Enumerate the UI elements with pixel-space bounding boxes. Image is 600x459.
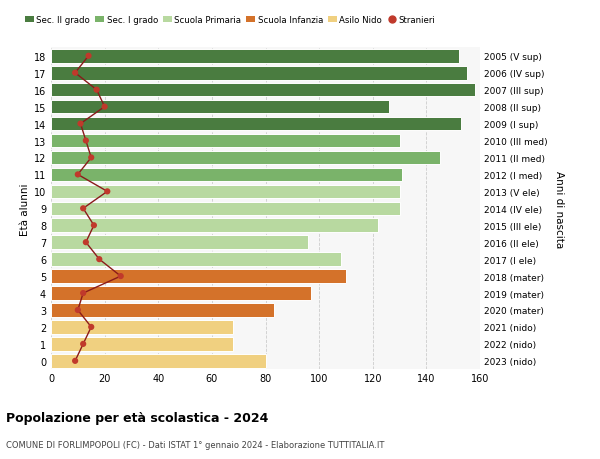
Bar bbox=[51, 84, 475, 97]
Bar bbox=[51, 185, 400, 199]
Point bbox=[81, 239, 91, 246]
Bar bbox=[51, 303, 274, 317]
Point bbox=[94, 256, 104, 263]
Text: Popolazione per età scolastica - 2024: Popolazione per età scolastica - 2024 bbox=[6, 411, 268, 424]
Y-axis label: Età alunni: Età alunni bbox=[20, 183, 29, 235]
Point bbox=[76, 121, 85, 128]
Point bbox=[86, 324, 96, 331]
Point bbox=[100, 104, 109, 111]
Bar bbox=[51, 270, 346, 283]
Point bbox=[73, 171, 83, 179]
Bar bbox=[51, 118, 461, 131]
Point bbox=[79, 205, 88, 213]
Point bbox=[103, 188, 112, 196]
Bar bbox=[51, 286, 311, 300]
Point bbox=[86, 154, 96, 162]
Bar bbox=[51, 50, 458, 63]
Point bbox=[70, 70, 80, 77]
Bar bbox=[51, 337, 233, 351]
Bar bbox=[51, 67, 467, 80]
Bar bbox=[51, 219, 378, 233]
Bar bbox=[51, 168, 402, 182]
Point bbox=[73, 307, 83, 314]
Bar bbox=[51, 134, 400, 148]
Point bbox=[116, 273, 125, 280]
Text: COMUNE DI FORLIMPOPOLI (FC) - Dati ISTAT 1° gennaio 2024 - Elaborazione TUTTITAL: COMUNE DI FORLIMPOPOLI (FC) - Dati ISTAT… bbox=[6, 440, 385, 449]
Bar bbox=[51, 236, 308, 249]
Point bbox=[79, 341, 88, 348]
Point bbox=[81, 138, 91, 145]
Y-axis label: Anni di nascita: Anni di nascita bbox=[554, 170, 565, 247]
Bar bbox=[51, 354, 266, 368]
Legend: Sec. II grado, Sec. I grado, Scuola Primaria, Scuola Infanzia, Asilo Nido, Stran: Sec. II grado, Sec. I grado, Scuola Prim… bbox=[25, 16, 435, 24]
Bar bbox=[51, 253, 341, 266]
Point bbox=[89, 222, 99, 230]
Bar bbox=[51, 320, 233, 334]
Point bbox=[70, 358, 80, 365]
Bar bbox=[51, 202, 400, 216]
Point bbox=[92, 87, 101, 94]
Bar bbox=[51, 101, 389, 114]
Point bbox=[84, 53, 94, 60]
Point bbox=[79, 290, 88, 297]
Bar bbox=[51, 151, 440, 165]
